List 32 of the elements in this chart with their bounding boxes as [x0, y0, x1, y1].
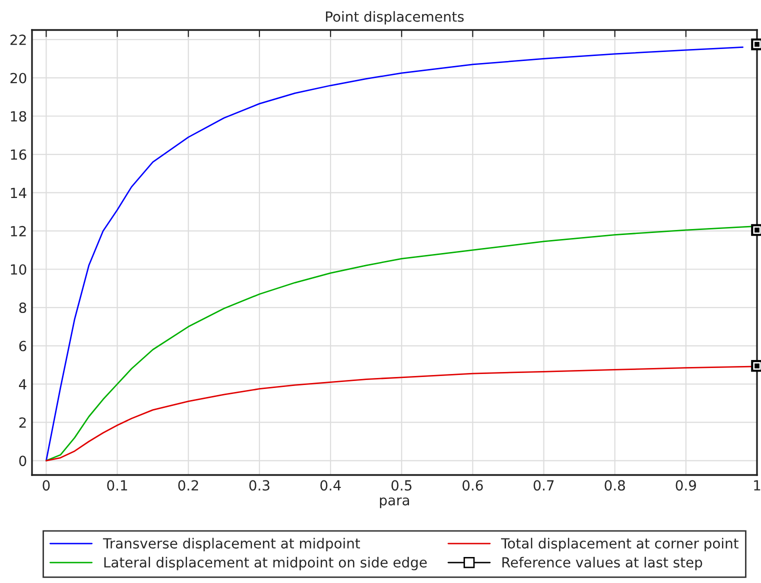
x-tick-label: 0.4	[320, 480, 341, 491]
x-tick-label: 1	[754, 480, 760, 490]
y-tick-label: 20	[10, 72, 26, 84]
y-tick-label: 14	[10, 188, 26, 198]
x-tick-label: 0.9	[676, 480, 696, 491]
legend-label: Total displacement at corner point	[501, 538, 738, 552]
y-tick-label: 10	[10, 264, 26, 275]
x-tick-label: 0.1	[107, 480, 128, 491]
point	[751, 38, 761, 50]
line-series	[46, 46, 744, 462]
x-tick-label: 0.8	[604, 480, 625, 491]
y-tick-label: 16	[10, 149, 26, 160]
y-tick-label: 18	[10, 111, 26, 122]
y-tick-label: 12	[10, 226, 26, 236]
y-tick-label: 22	[10, 34, 26, 45]
y-tick-label: 6	[19, 340, 26, 352]
x-tick-label: 0.6	[462, 480, 483, 491]
x-tick-label: 0.3	[249, 480, 270, 491]
legend-label: Lateral displacement at midpoint on side edge	[104, 556, 427, 570]
x-tick-label: 0.2	[178, 480, 198, 491]
y-tick-label: 8	[19, 302, 26, 313]
x-tick-label: 0.5	[391, 480, 412, 491]
y-tick-label: 4	[18, 379, 26, 390]
y-tick-label: 2	[19, 417, 26, 428]
chart-title: Point displacements	[326, 11, 464, 25]
legend-label: Reference values at last step	[502, 556, 702, 570]
y-tick-label: 0	[19, 456, 26, 466]
legend-label: Transverse displacement at midpoint	[102, 538, 360, 552]
x-axis-title: para	[380, 497, 410, 508]
x-tick-label: 0	[42, 480, 50, 491]
point	[751, 224, 761, 236]
x-tick-label: 0.7	[534, 480, 554, 491]
